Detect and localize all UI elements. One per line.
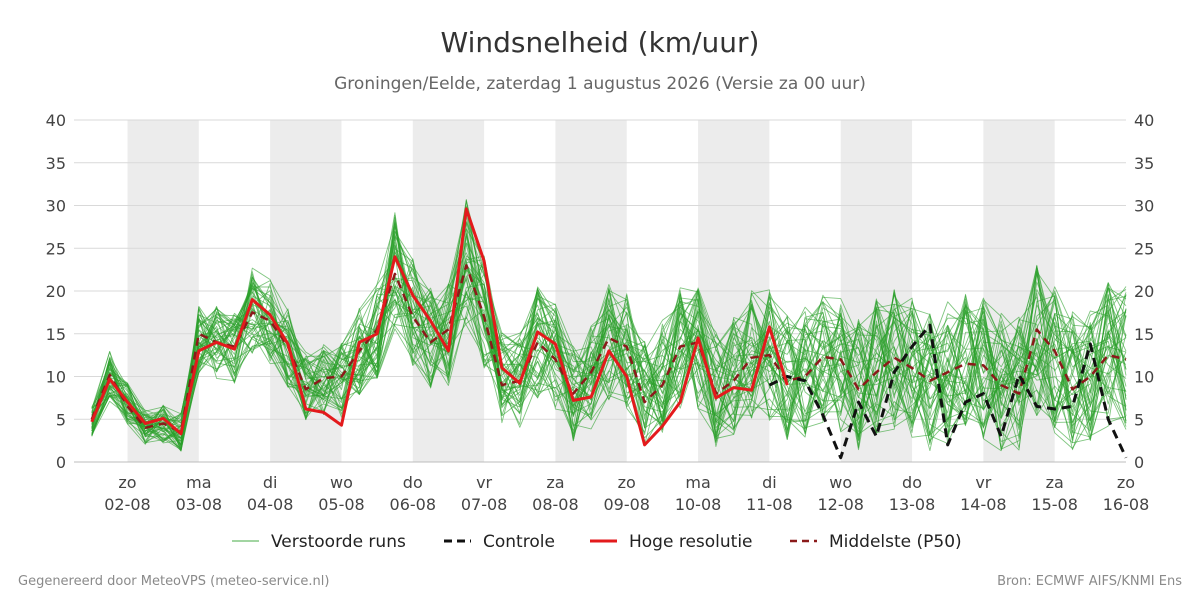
footer-source: Bron: ECMWF AIFS/KNMI Ens (997, 574, 1182, 589)
x-tick-date: 15-08 (1031, 495, 1078, 514)
ensemble-run-line (91, 232, 1127, 452)
y-tick-label-right: 30 (1134, 197, 1154, 216)
y-tick-label-right: 10 (1134, 368, 1154, 387)
footer-generated-by: Gegenereerd door MeteoVPS (meteo-service… (18, 574, 329, 589)
x-tick-weekday: ma (685, 473, 710, 492)
x-tick-weekday: za (546, 473, 564, 492)
ensemble-run-line (91, 269, 1127, 445)
y-tick-label-left: 40 (46, 111, 66, 130)
ensemble-run-line (91, 257, 1127, 438)
ensemble-run-line (91, 280, 1127, 447)
x-tick-date: 03-08 (176, 495, 223, 514)
chart-subtitle: Groningen/Eelde, zaterdag 1 augustus 202… (334, 74, 866, 94)
x-tick-weekday: vr (975, 473, 991, 492)
y-tick-label-left: 15 (46, 325, 66, 344)
y-tick-label-left: 20 (46, 282, 66, 301)
x-tick-date: 05-08 (318, 495, 365, 514)
x-tick-weekday: di (762, 473, 777, 492)
x-tick-date: 08-08 (532, 495, 579, 514)
x-tick-date: 12-08 (817, 495, 864, 514)
legend-ensemble-label: Verstoorde runs (271, 532, 406, 552)
y-tick-label-right: 0 (1134, 453, 1144, 472)
x-tick-date: 10-08 (675, 495, 722, 514)
ensemble-run-line (91, 233, 1127, 441)
x-tick-weekday: za (1046, 473, 1064, 492)
ensemble-run-line (91, 222, 1127, 440)
median-line (90, 264, 1127, 434)
y-tick-label-right: 35 (1134, 154, 1154, 173)
ensemble-run-line (91, 206, 1127, 442)
legend: Verstoorde runs Controle Hoge resolutie … (232, 532, 962, 552)
x-tick-weekday: zo (1117, 473, 1135, 492)
y-tick-label-right: 20 (1134, 282, 1154, 301)
x-tick-weekday: do (902, 473, 922, 492)
x-tick-date: 09-08 (603, 495, 650, 514)
y-tick-label-left: 5 (56, 410, 66, 429)
x-tick-weekday: di (263, 473, 278, 492)
chart-title: Windsnelheid (km/uur) (441, 26, 760, 59)
y-tick-label-left: 10 (46, 368, 66, 387)
x-tick-weekday: wo (330, 473, 353, 492)
ensemble-run-line (91, 220, 1127, 448)
x-tick-date: 13-08 (889, 495, 936, 514)
x-tick-weekday: wo (829, 473, 852, 492)
x-tick-date: 11-08 (746, 495, 793, 514)
y-tick-label-left: 0 (56, 453, 66, 472)
y-tick-label-left: 25 (46, 239, 66, 258)
x-tick-date: 04-08 (247, 495, 294, 514)
y-tick-label-right: 5 (1134, 410, 1144, 429)
x-tick-date: 06-08 (390, 495, 437, 514)
ensemble-run-line (91, 271, 1127, 444)
x-tick-weekday: zo (118, 473, 136, 492)
legend-hires-label: Hoge resolutie (629, 532, 753, 552)
legend-median-label: Middelste (P50) (829, 532, 962, 552)
hires-line (90, 207, 789, 447)
y-tick-label-left: 35 (46, 154, 66, 173)
axes: 0 0 5 5 10 10 15 15 20 20 25 25 30 30 35 35 40 40 zo 02-08 m… (46, 111, 1155, 514)
ensemble-run-line (91, 231, 1127, 436)
y-tick-label-right: 40 (1134, 111, 1154, 130)
ensemble-run-line (91, 230, 1127, 449)
x-tick-date: 07-08 (461, 495, 508, 514)
y-tick-label-right: 25 (1134, 239, 1154, 258)
main-series (90, 207, 1128, 460)
x-tick-weekday: zo (618, 473, 636, 492)
x-tick-weekday: do (403, 473, 423, 492)
legend-control-label: Controle (483, 532, 555, 552)
control-line (768, 323, 1128, 460)
ensemble-run-line (91, 261, 1127, 445)
x-tick-weekday: vr (476, 473, 492, 492)
y-tick-label-right: 15 (1134, 325, 1154, 344)
x-tick-weekday: ma (186, 473, 211, 492)
x-tick-date: 02-08 (104, 495, 151, 514)
y-tick-label-left: 30 (46, 197, 66, 216)
ensemble-run-line (91, 260, 1127, 452)
x-tick-date: 14-08 (960, 495, 1007, 514)
x-tick-date: 16-08 (1103, 495, 1150, 514)
